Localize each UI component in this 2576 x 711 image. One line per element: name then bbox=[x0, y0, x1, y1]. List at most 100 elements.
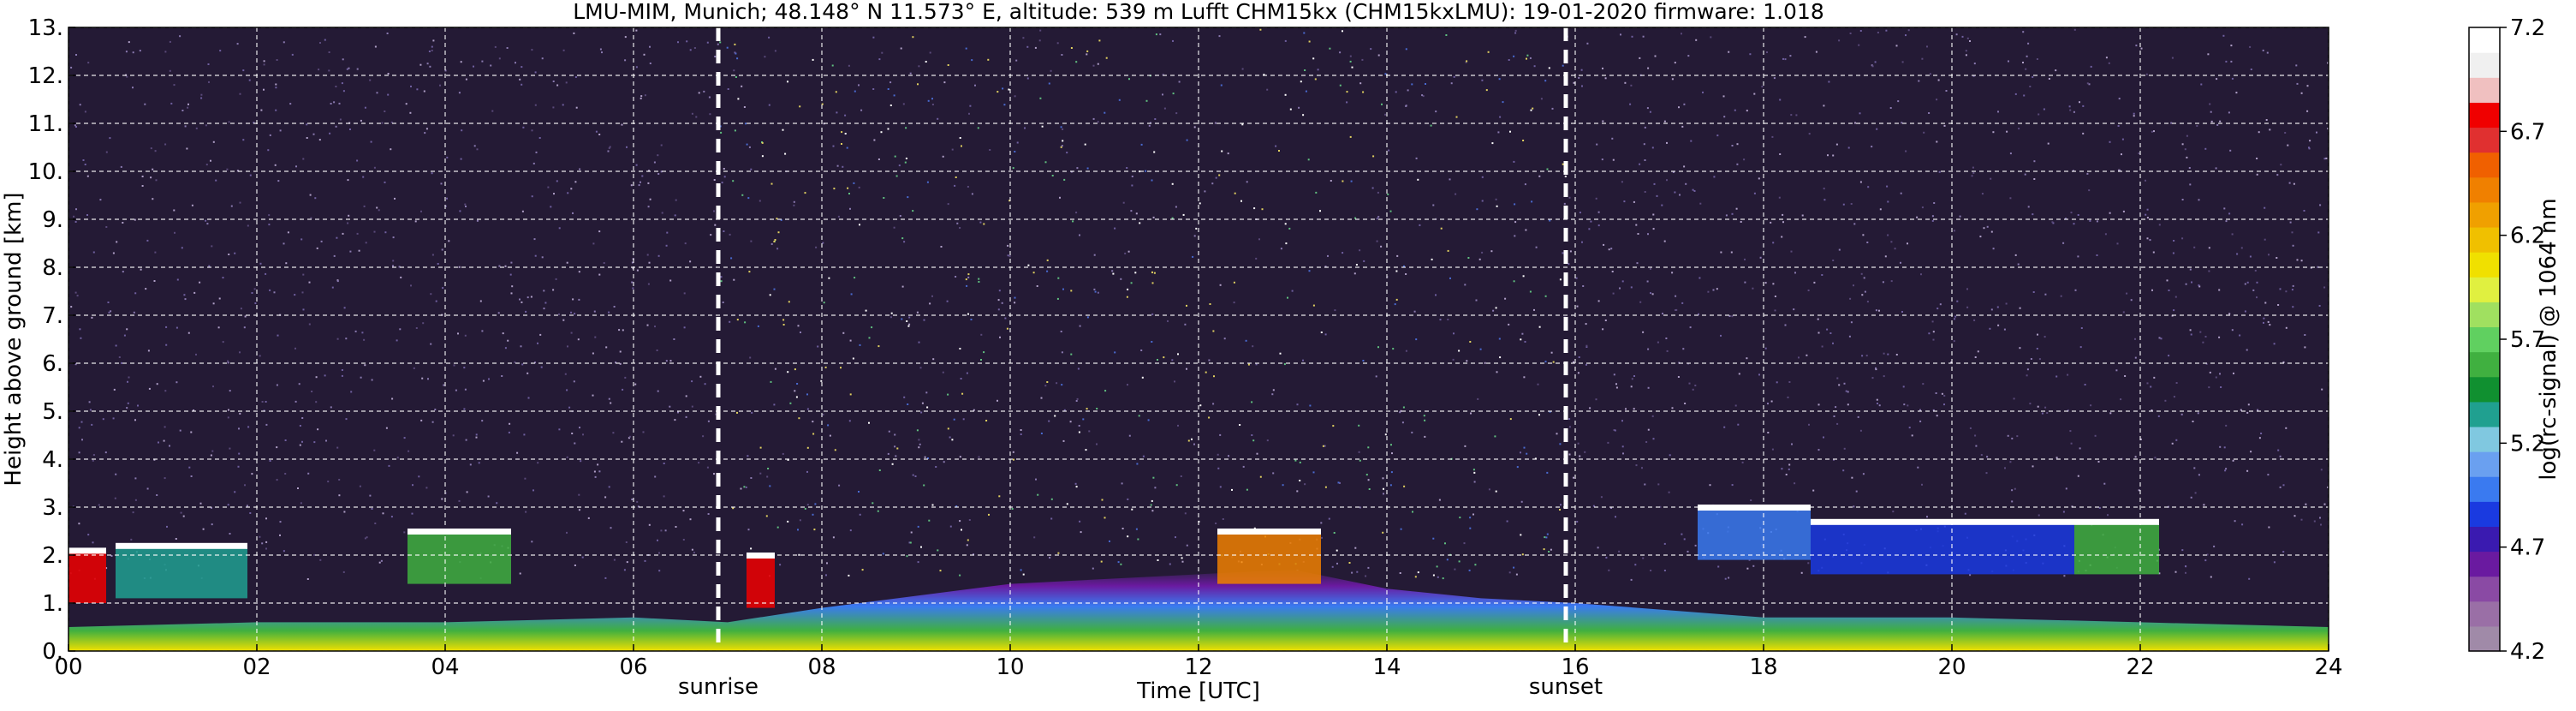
noise-speckle bbox=[932, 358, 935, 361]
noise-speckle bbox=[743, 486, 746, 488]
noise-speckle bbox=[1674, 62, 1676, 64]
noise-speckle bbox=[236, 43, 239, 45]
noise-speckle bbox=[458, 266, 461, 268]
colorbar-tick-label: 4.2 bbox=[2510, 639, 2545, 665]
noise-speckle bbox=[833, 188, 836, 190]
noise-speckle bbox=[2269, 324, 2271, 326]
noise-speckle bbox=[1926, 45, 1928, 48]
noise-speckle bbox=[2282, 484, 2285, 487]
noise-speckle bbox=[269, 134, 271, 136]
noise-speckle bbox=[878, 58, 881, 61]
noise-speckle bbox=[2145, 213, 2147, 216]
noise-speckle bbox=[749, 356, 752, 359]
noise-speckle bbox=[1791, 443, 1793, 445]
noise-speckle bbox=[1495, 198, 1497, 200]
noise-speckle bbox=[1046, 259, 1049, 261]
noise-speckle bbox=[1905, 150, 1907, 152]
noise-speckle bbox=[75, 208, 77, 211]
noise-speckle bbox=[1473, 481, 1476, 483]
noise-speckle bbox=[82, 159, 85, 161]
noise-speckle bbox=[1513, 566, 1515, 569]
noise-speckle bbox=[1853, 223, 1856, 225]
noise-speckle bbox=[2293, 515, 2296, 517]
noise-speckle bbox=[460, 61, 462, 63]
noise-speckle bbox=[524, 477, 527, 480]
noise-speckle bbox=[150, 147, 152, 150]
noise-speckle bbox=[1291, 290, 1294, 292]
noise-speckle bbox=[906, 555, 908, 558]
noise-speckle bbox=[1496, 371, 1498, 373]
noise-speckle bbox=[2032, 465, 2034, 468]
cloud-layer bbox=[2074, 521, 2159, 575]
noise-speckle bbox=[132, 87, 134, 89]
noise-speckle bbox=[640, 181, 641, 183]
noise-speckle bbox=[565, 81, 568, 84]
noise-speckle bbox=[239, 201, 241, 204]
noise-speckle bbox=[1060, 146, 1062, 148]
noise-speckle bbox=[1355, 264, 1358, 266]
noise-speckle bbox=[2197, 412, 2199, 415]
noise-speckle bbox=[1576, 521, 1579, 523]
noise-speckle bbox=[889, 105, 892, 106]
noise-speckle bbox=[1564, 176, 1567, 177]
noise-speckle bbox=[1953, 340, 1955, 343]
noise-speckle bbox=[1823, 436, 1824, 439]
noise-speckle bbox=[1162, 74, 1164, 75]
noise-speckle bbox=[636, 269, 639, 272]
noise-speckle bbox=[1907, 404, 1909, 407]
noise-speckle bbox=[301, 291, 304, 294]
noise-speckle bbox=[1413, 310, 1416, 313]
noise-speckle bbox=[887, 88, 889, 90]
noise-speckle bbox=[2055, 457, 2058, 459]
noise-speckle bbox=[414, 220, 417, 223]
noise-speckle bbox=[2256, 296, 2258, 299]
noise-speckle bbox=[916, 429, 919, 432]
noise-speckle bbox=[434, 409, 437, 411]
noise-speckle bbox=[205, 164, 208, 166]
noise-speckle bbox=[421, 377, 424, 379]
noise-speckle bbox=[2246, 469, 2249, 472]
noise-speckle bbox=[373, 166, 376, 169]
noise-speckle bbox=[126, 75, 128, 78]
noise-speckle bbox=[566, 261, 568, 264]
noise-speckle bbox=[1687, 55, 1690, 57]
noise-speckle bbox=[985, 420, 988, 421]
noise-speckle bbox=[1246, 181, 1248, 183]
noise-speckle bbox=[1867, 186, 1870, 188]
noise-speckle bbox=[2199, 331, 2202, 333]
noise-speckle bbox=[2055, 375, 2058, 378]
noise-speckle bbox=[1562, 163, 1564, 165]
noise-speckle bbox=[1559, 509, 1561, 511]
noise-speckle bbox=[2044, 336, 2046, 338]
noise-speckle bbox=[632, 287, 634, 290]
noise-speckle bbox=[1992, 248, 1995, 250]
noise-speckle bbox=[521, 66, 523, 69]
noise-speckle bbox=[852, 357, 854, 360]
noise-speckle bbox=[1850, 321, 1853, 324]
noise-speckle bbox=[1496, 205, 1498, 207]
noise-speckle bbox=[535, 151, 538, 153]
noise-speckle bbox=[1114, 351, 1116, 354]
noise-speckle bbox=[1901, 61, 1904, 63]
noise-speckle bbox=[1624, 81, 1627, 84]
noise-speckle bbox=[661, 212, 663, 214]
noise-speckle bbox=[734, 43, 736, 45]
noise-speckle bbox=[1153, 151, 1156, 153]
noise-speckle bbox=[1062, 439, 1065, 442]
noise-speckle bbox=[2160, 338, 2163, 340]
noise-speckle bbox=[2077, 475, 2079, 477]
noise-speckle bbox=[2051, 221, 2054, 224]
noise-speckle bbox=[195, 127, 198, 129]
noise-speckle bbox=[1972, 166, 1974, 169]
noise-speckle bbox=[849, 339, 852, 342]
noise-speckle bbox=[1692, 388, 1694, 391]
noise-speckle bbox=[1157, 359, 1158, 361]
noise-speckle bbox=[702, 435, 705, 438]
noise-speckle bbox=[2198, 474, 2200, 476]
noise-speckle bbox=[685, 415, 687, 418]
noise-speckle bbox=[734, 51, 736, 54]
noise-speckle bbox=[415, 327, 418, 329]
cloud-layer bbox=[747, 555, 775, 608]
noise-speckle bbox=[657, 254, 660, 257]
noise-speckle bbox=[1218, 174, 1221, 176]
